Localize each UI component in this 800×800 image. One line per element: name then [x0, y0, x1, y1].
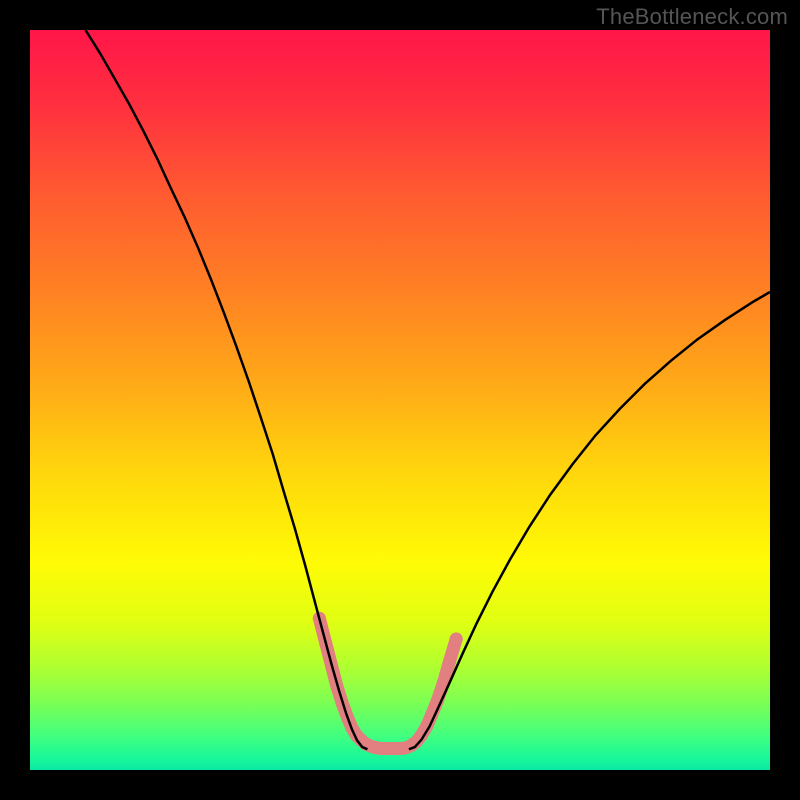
watermark-text: TheBottleneck.com: [596, 4, 788, 30]
curves-layer: [30, 30, 770, 770]
curve-left: [86, 30, 368, 749]
plot-area: [30, 30, 770, 770]
highlight-beads: [313, 612, 463, 755]
chart-frame: TheBottleneck.com: [0, 0, 800, 800]
curve-right: [409, 292, 770, 749]
